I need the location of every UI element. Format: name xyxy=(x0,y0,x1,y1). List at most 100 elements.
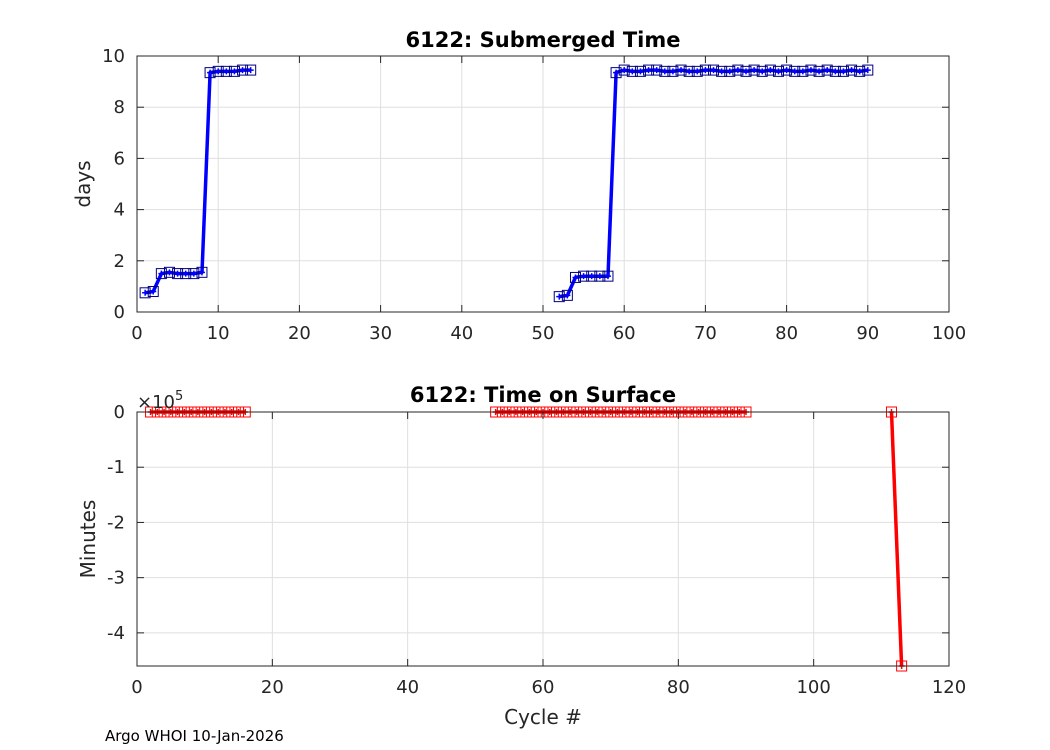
y-tick-label: -1 xyxy=(107,457,125,478)
exponent-power: 5 xyxy=(175,389,183,404)
data-point-plus xyxy=(734,67,741,74)
data-point-plus xyxy=(669,68,676,75)
data-point-marker xyxy=(163,266,175,278)
surface-time-title: 6122: Time on Surface xyxy=(410,383,676,407)
data-point-plus xyxy=(182,270,189,277)
y-tick-label: -4 xyxy=(107,623,125,644)
x-tick-label: 60 xyxy=(613,323,636,344)
data-point-marker xyxy=(748,64,760,76)
series-line xyxy=(889,411,904,667)
data-point-plus xyxy=(239,67,246,74)
surface-time-ticks: 0 20 40 60 80 100 120 0 -1 -2 -3 -4 xyxy=(107,402,966,698)
data-point-marker xyxy=(245,64,257,76)
data-point-marker xyxy=(651,64,663,76)
y-tick-label: 0 xyxy=(114,302,125,323)
data-point-plus xyxy=(726,68,733,75)
y-tick-label: 2 xyxy=(114,251,125,272)
data-point-plus xyxy=(637,68,644,75)
data-point-plus xyxy=(629,68,636,75)
data-point-marker xyxy=(610,67,622,79)
data-point-plus xyxy=(588,273,595,280)
y-tick-label: 0 xyxy=(114,402,125,423)
surface-time-exponent-label: ×105 xyxy=(137,389,183,413)
data-point-marker xyxy=(594,270,606,282)
data-point-plus xyxy=(198,269,205,276)
x-tick-label: 120 xyxy=(932,677,966,698)
data-point-plus xyxy=(150,288,157,295)
data-point-plus xyxy=(678,67,685,74)
surface-time-xlabel: Cycle # xyxy=(504,705,582,729)
data-point-plus xyxy=(799,68,806,75)
data-point-marker xyxy=(204,67,216,79)
data-point-marker xyxy=(821,64,833,76)
data-point-marker xyxy=(716,65,728,77)
x-tick-label: 90 xyxy=(856,323,879,344)
submerged-time-ticks: 0 10 20 30 40 50 60 70 80 90 100 0 2 4 6 8 10 xyxy=(102,46,966,344)
data-point-marker xyxy=(586,270,598,282)
data-point-marker xyxy=(561,289,573,301)
y-tick-label: 8 xyxy=(114,97,125,118)
y-tick-label: -3 xyxy=(107,568,125,589)
data-point-marker xyxy=(846,64,858,76)
data-point-plus xyxy=(702,67,709,74)
data-point-marker xyxy=(837,65,849,77)
x-tick-label: 100 xyxy=(796,677,830,698)
data-point-marker xyxy=(196,266,208,278)
data-point-marker xyxy=(626,65,638,77)
data-point-plus xyxy=(710,67,717,74)
data-point-marker xyxy=(667,65,679,77)
x-tick-label: 20 xyxy=(288,323,311,344)
data-point-marker xyxy=(147,286,159,298)
data-point-plus xyxy=(816,68,823,75)
data-point-plus xyxy=(775,68,782,75)
data-point-plus xyxy=(247,67,254,74)
submerged-time-title: 6122: Submerged Time xyxy=(405,28,680,52)
data-point-plus xyxy=(791,68,798,75)
y-tick-label: 10 xyxy=(102,46,125,67)
x-tick-label: 80 xyxy=(667,677,690,698)
data-point-marker xyxy=(675,64,687,76)
x-tick-label: 0 xyxy=(131,323,142,344)
data-point-marker xyxy=(789,65,801,77)
data-point-marker xyxy=(188,268,200,280)
data-point-marker xyxy=(172,268,184,280)
data-point-marker xyxy=(862,64,874,76)
data-point-plus xyxy=(661,68,668,75)
data-point-plus xyxy=(604,273,611,280)
data-point-plus xyxy=(718,68,725,75)
data-point-plus xyxy=(856,68,863,75)
data-point-plus xyxy=(694,68,701,75)
data-point-marker xyxy=(643,64,655,76)
data-point-marker xyxy=(813,65,825,77)
exponent-base: ×10 xyxy=(137,392,175,413)
data-point-marker xyxy=(772,65,784,77)
data-point-marker xyxy=(756,65,768,77)
data-point-plus xyxy=(231,68,238,75)
data-point-plus xyxy=(572,274,579,281)
surface-time-ylabel: Minutes xyxy=(76,500,100,579)
data-point-plus xyxy=(207,69,214,76)
x-tick-label: 0 xyxy=(131,677,142,698)
y-tick-label: -2 xyxy=(107,512,125,533)
data-point-marker xyxy=(683,65,695,77)
data-point-marker xyxy=(854,65,866,77)
data-point-marker xyxy=(829,65,841,77)
data-point-marker xyxy=(569,271,581,283)
data-point-marker xyxy=(139,287,151,299)
data-point-marker xyxy=(797,65,809,77)
data-point-marker xyxy=(212,65,224,77)
y-tick-label: 4 xyxy=(114,200,125,221)
data-point-marker xyxy=(740,65,752,77)
x-tick-label: 60 xyxy=(532,677,555,698)
data-point-plus xyxy=(142,289,149,296)
data-point-marker xyxy=(805,64,817,76)
data-point-marker xyxy=(691,65,703,77)
data-point-marker xyxy=(578,270,590,282)
surface-time-axes: 0 20 40 60 80 100 120 0 -1 -2 -3 -4 ×105 6122: Time… xyxy=(76,383,966,729)
data-point-plus xyxy=(621,67,628,74)
data-point-plus xyxy=(824,67,831,74)
x-tick-label: 20 xyxy=(261,677,284,698)
data-point-plus xyxy=(840,68,847,75)
data-point-marker xyxy=(237,64,249,76)
y-tick-label: 6 xyxy=(114,148,125,169)
